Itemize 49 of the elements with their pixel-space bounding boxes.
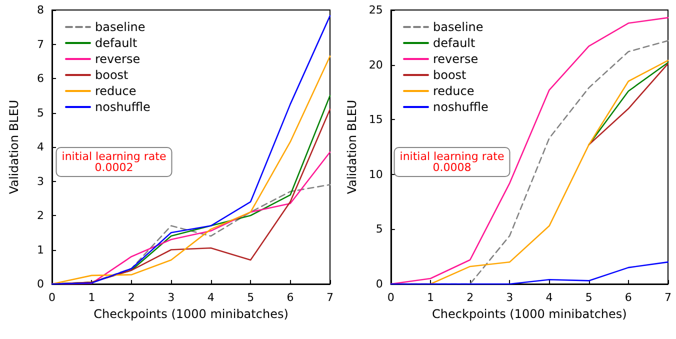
- x-tick-label: 2: [466, 291, 474, 304]
- x-tick-label: 4: [546, 291, 553, 304]
- x-tick-label: 3: [506, 291, 514, 304]
- legend-label: boost: [433, 68, 467, 82]
- y-tick-label: 20: [368, 58, 383, 72]
- x-tick-label: 5: [585, 291, 592, 304]
- y-tick-label: 8: [37, 4, 44, 16]
- x-tick-label: 0: [48, 291, 56, 304]
- x-tick-label: 6: [286, 291, 294, 304]
- legend-label: reverse: [95, 52, 140, 66]
- y-tick-label: 10: [368, 168, 383, 181]
- x-tick-label: 1: [426, 291, 434, 304]
- legend-label: default: [95, 36, 138, 50]
- x-tick-label: 4: [207, 291, 214, 304]
- legend-label: noshuffle: [95, 100, 150, 114]
- x-tick-label: 6: [624, 291, 632, 304]
- y-tick-label: 0: [376, 278, 383, 290]
- y-tick-label: 7: [37, 38, 44, 51]
- y-tick-label: 6: [37, 72, 44, 85]
- x-axis-title: Checkpoints (1000 minibatches): [432, 307, 627, 321]
- y-tick-label: 4: [37, 140, 44, 154]
- x-tick-label: 3: [168, 291, 175, 304]
- x-tick-label: 2: [128, 291, 135, 304]
- y-axis-title: Validation BLEU: [345, 100, 359, 194]
- annotation: initial learning rate 0.0008: [400, 150, 504, 174]
- legend-label: reverse: [433, 52, 478, 66]
- x-axis-title: Checkpoints (1000 minibatches): [94, 307, 288, 321]
- y-tick-label: 3: [37, 174, 44, 188]
- legend-label: boost: [95, 68, 129, 82]
- y-tick-label: 25: [368, 4, 383, 16]
- legend-label: baseline: [433, 20, 484, 34]
- legend-label: reduce: [433, 84, 474, 98]
- y-tick-label: 15: [368, 113, 383, 126]
- legend-label: reduce: [95, 84, 136, 98]
- legend-label: noshuffle: [433, 100, 488, 114]
- x-tick-label: 7: [326, 291, 334, 304]
- y-tick-label: 1: [37, 243, 44, 256]
- legend-label: baseline: [95, 20, 146, 34]
- y-tick-label: 2: [37, 209, 44, 222]
- x-tick-label: 0: [387, 291, 394, 304]
- y-tick-label: 5: [37, 106, 44, 120]
- annotation: initial learning rate 0.0002: [62, 150, 166, 174]
- y-axis-title: Validation BLEU: [7, 100, 21, 194]
- x-tick-label: 7: [664, 291, 672, 304]
- y-tick-label: 0: [37, 278, 44, 290]
- legend-label: default: [433, 36, 476, 50]
- x-tick-label: 5: [247, 291, 254, 304]
- y-tick-label: 5: [376, 222, 383, 236]
- x-tick-label: 1: [88, 291, 96, 304]
